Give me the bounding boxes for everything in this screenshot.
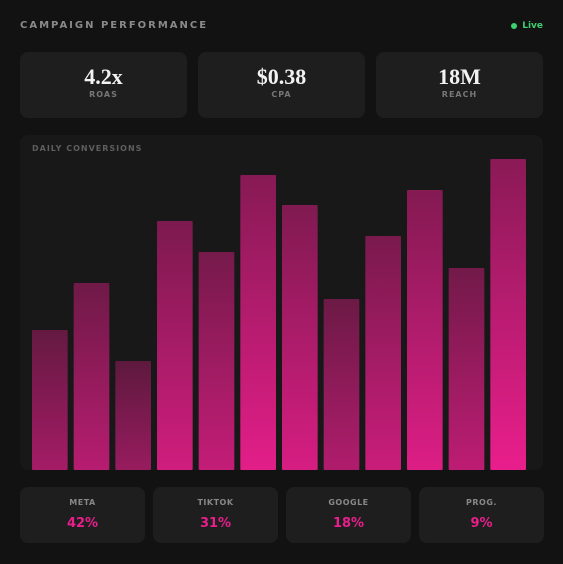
- kpi-label: REACH: [441, 90, 478, 99]
- channel-label: GOOGLE: [328, 498, 369, 507]
- bar: [323, 299, 360, 470]
- channel-label: TIKTOK: [197, 498, 234, 507]
- bar: [32, 330, 68, 470]
- kpi-value: 4.2x: [84, 64, 123, 89]
- status-dot: [511, 23, 518, 29]
- kpi-card: 4.2x ROAS: [20, 52, 187, 118]
- kpi-card: 18M REACH: [376, 52, 543, 118]
- kpi-value: 18M: [438, 64, 481, 89]
- status: Live: [511, 21, 543, 31]
- channel-label: META: [69, 498, 96, 507]
- page-title: CAMPAIGN PERFORMANCE: [20, 20, 209, 31]
- bar: [365, 236, 401, 470]
- chart: [32, 159, 526, 470]
- bar: [198, 252, 235, 470]
- bar: [282, 205, 318, 470]
- bar: [490, 159, 526, 470]
- channel-value: 18%: [332, 516, 365, 531]
- kpi-card: $0.38 CPA: [198, 52, 365, 118]
- bar: [407, 190, 443, 470]
- kpi-label: ROAS: [89, 90, 118, 99]
- kpi-value: $0.38: [256, 64, 307, 89]
- channel-value: 31%: [199, 516, 232, 531]
- channel-card: TIKTOK 31%: [153, 487, 278, 543]
- channel-label: PROG.: [466, 498, 497, 507]
- bar: [240, 175, 276, 470]
- bar: [448, 268, 485, 470]
- bar: [115, 361, 151, 470]
- status-text: Live: [522, 21, 543, 31]
- bar: [73, 283, 110, 470]
- channel-card: GOOGLE 18%: [286, 487, 411, 543]
- kpi-label: CPA: [271, 90, 292, 99]
- bar: [157, 221, 193, 470]
- channel-card: PROG. 9%: [419, 487, 544, 543]
- chart-title: DAILY CONVERSIONS: [32, 144, 143, 153]
- channel-value: 42%: [66, 516, 99, 531]
- chart-panel: DAILY CONVERSIONS: [20, 135, 543, 470]
- channel-card: META 42%: [20, 487, 145, 543]
- channel-value: 9%: [470, 516, 493, 531]
